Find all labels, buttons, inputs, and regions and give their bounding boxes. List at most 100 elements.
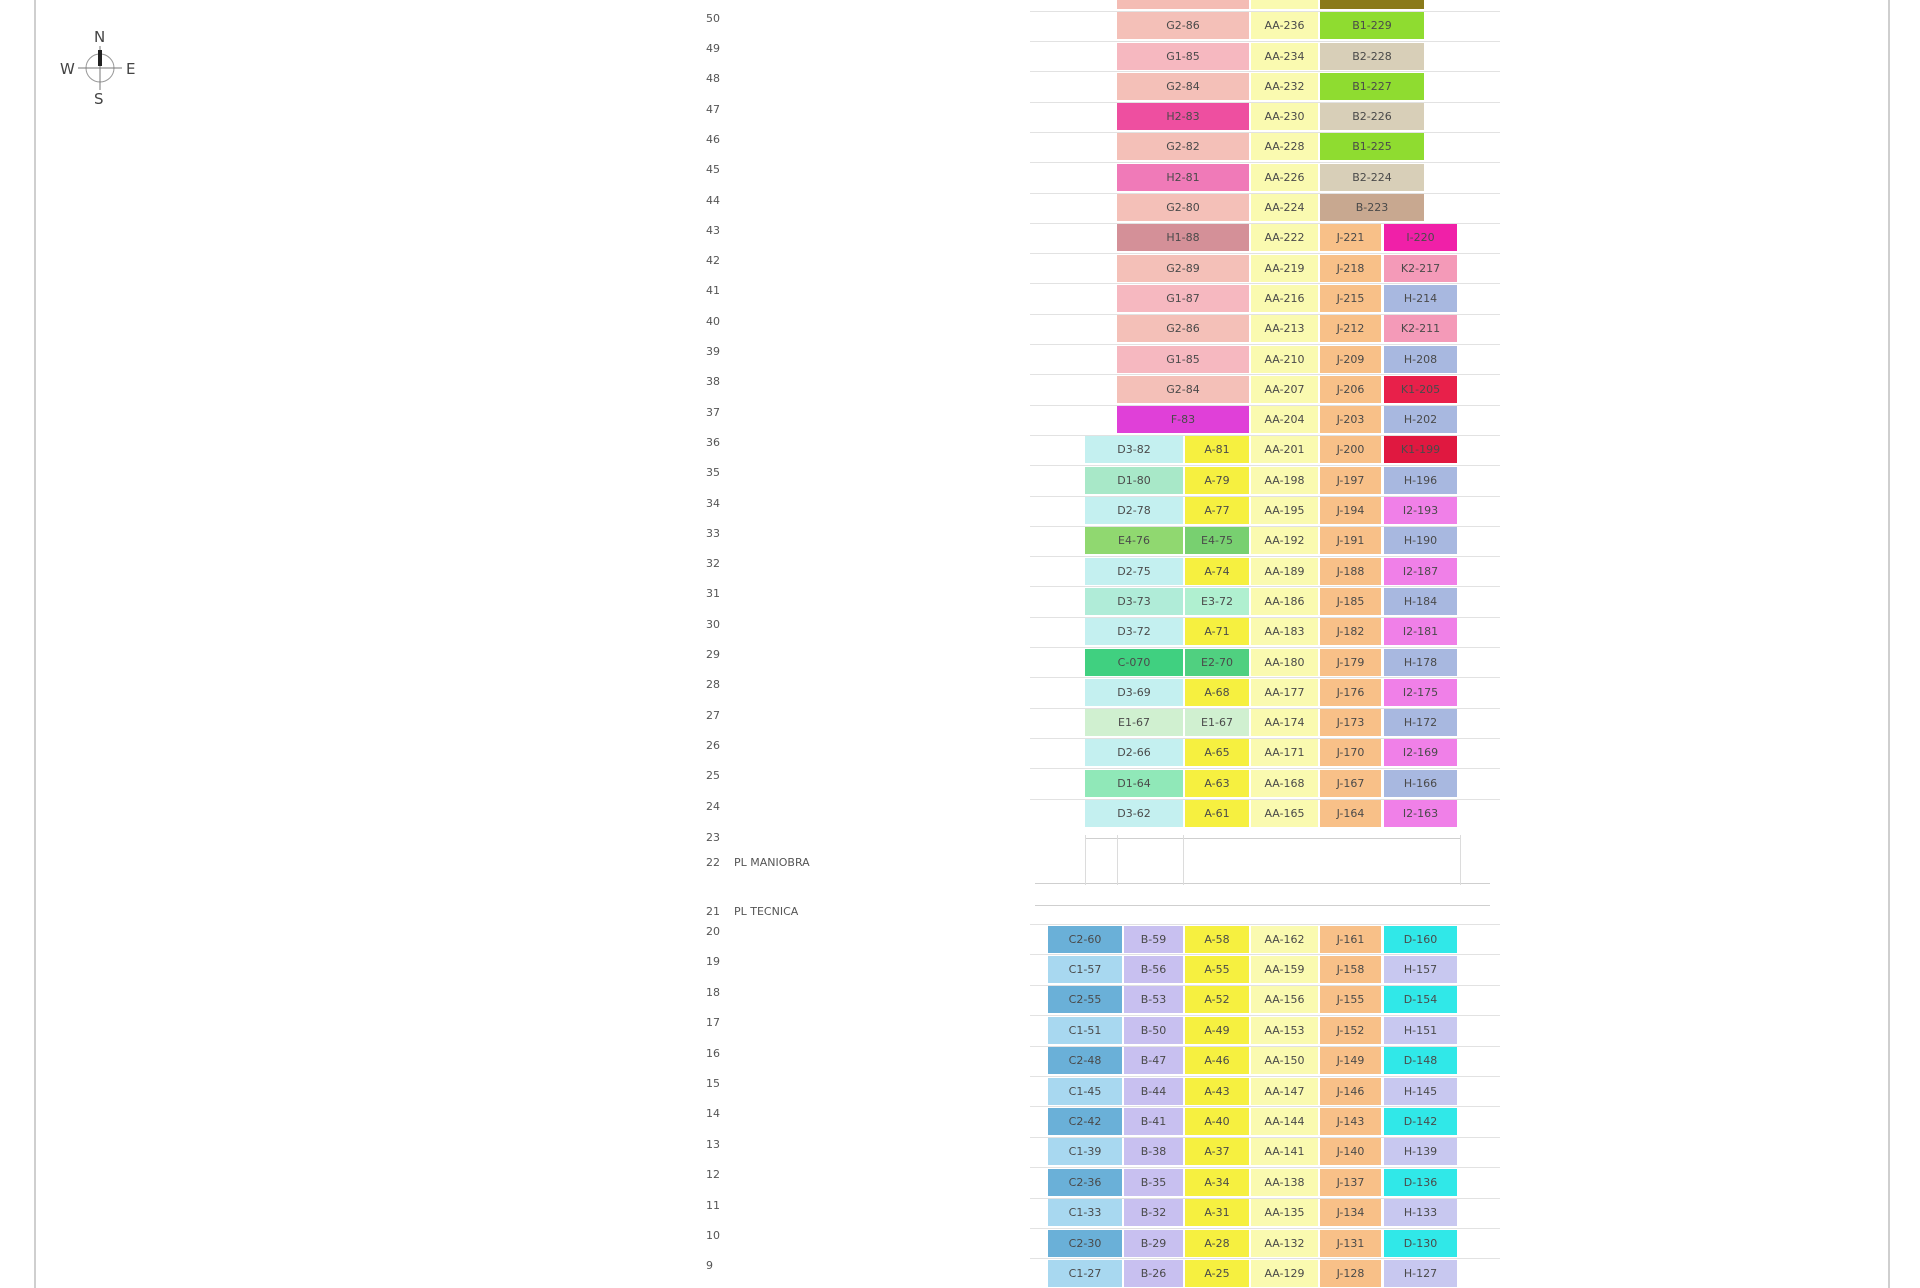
unit-cell[interactable]: AA-165 [1251, 800, 1318, 827]
unit-cell[interactable]: AA-186 [1251, 587, 1318, 615]
unit-cell[interactable]: J-140 [1320, 1138, 1381, 1166]
unit-cell[interactable]: AA-147 [1251, 1077, 1318, 1105]
unit-cell[interactable]: J-197 [1320, 466, 1381, 494]
unit-cell[interactable]: AA-135 [1251, 1199, 1318, 1227]
unit-cell[interactable]: E4-75 [1185, 527, 1249, 555]
unit-cell[interactable]: E1-67 [1085, 709, 1183, 737]
unit-cell[interactable]: A-81 [1185, 436, 1249, 464]
unit-cell[interactable]: AA-238 [1251, 0, 1318, 9]
unit-cell[interactable]: AA-141 [1251, 1138, 1318, 1166]
unit-cell[interactable]: I2-175 [1384, 678, 1457, 706]
unit-cell[interactable]: D3-62 [1085, 800, 1183, 827]
unit-cell[interactable]: AA-213 [1251, 315, 1318, 343]
unit-cell[interactable]: AA-171 [1251, 739, 1318, 767]
unit-cell[interactable]: B-44 [1124, 1077, 1183, 1105]
unit-cell[interactable]: D3-73 [1085, 587, 1183, 615]
unit-cell[interactable]: AA-129 [1251, 1259, 1318, 1287]
unit-cell[interactable]: D1-64 [1085, 769, 1183, 797]
unit-cell[interactable]: A-25 [1185, 1259, 1249, 1287]
unit-cell[interactable]: J-173 [1320, 709, 1381, 737]
unit-cell[interactable]: J-182 [1320, 618, 1381, 646]
unit-cell[interactable]: A-46 [1185, 1047, 1249, 1075]
unit-cell[interactable]: J-164 [1320, 800, 1381, 827]
unit-cell[interactable]: H-178 [1384, 648, 1457, 676]
unit-cell[interactable]: A-68 [1185, 678, 1249, 706]
unit-cell[interactable]: K2-211 [1384, 315, 1457, 343]
unit-cell[interactable]: J-194 [1320, 497, 1381, 524]
unit-cell[interactable]: D-154 [1384, 986, 1457, 1014]
unit-cell[interactable]: A-28 [1185, 1229, 1249, 1257]
unit-cell[interactable]: D3-82 [1085, 436, 1183, 464]
unit-cell[interactable]: G2-82 [1117, 133, 1249, 161]
unit-cell[interactable]: I2-193 [1384, 497, 1457, 524]
unit-cell[interactable]: A-61 [1185, 800, 1249, 827]
unit-cell[interactable]: B2-224 [1320, 163, 1424, 191]
unit-cell[interactable]: A-55 [1185, 955, 1249, 983]
unit-cell[interactable]: AA-153 [1251, 1016, 1318, 1044]
unit-cell[interactable]: I2-181 [1384, 618, 1457, 646]
unit-cell[interactable]: H-127 [1384, 1259, 1457, 1287]
unit-cell[interactable]: C1-45 [1048, 1077, 1122, 1105]
unit-cell[interactable]: H-151 [1384, 1016, 1457, 1044]
unit-cell[interactable]: D2-78 [1085, 497, 1183, 524]
unit-cell[interactable]: AA-228 [1251, 133, 1318, 161]
unit-cell[interactable]: B1-227 [1320, 72, 1424, 100]
unit-cell[interactable]: G2-86 [1117, 12, 1249, 40]
unit-cell[interactable]: B-230 [1320, 0, 1424, 9]
unit-cell[interactable]: C2-36 [1048, 1168, 1122, 1196]
unit-cell[interactable]: A-63 [1185, 769, 1249, 797]
unit-cell[interactable]: H-196 [1384, 466, 1457, 494]
unit-cell[interactable]: I-220 [1384, 224, 1457, 252]
unit-cell[interactable]: H-133 [1384, 1199, 1457, 1227]
unit-cell[interactable]: A-34 [1185, 1168, 1249, 1196]
unit-cell[interactable]: C2-30 [1048, 1229, 1122, 1257]
unit-cell[interactable]: J-203 [1320, 406, 1381, 434]
unit-cell[interactable]: J-221 [1320, 224, 1381, 252]
unit-cell[interactable]: J-149 [1320, 1047, 1381, 1075]
unit-cell[interactable]: B2-226 [1320, 103, 1424, 131]
unit-cell[interactable]: I2-187 [1384, 557, 1457, 585]
unit-cell[interactable]: B-50 [1124, 1016, 1183, 1044]
unit-cell[interactable]: J-131 [1320, 1229, 1381, 1257]
unit-cell[interactable]: C1-33 [1048, 1199, 1122, 1227]
unit-cell[interactable]: H-139 [1384, 1138, 1457, 1166]
unit-cell[interactable]: J-152 [1320, 1016, 1381, 1044]
unit-cell[interactable]: J-158 [1320, 955, 1381, 983]
unit-cell[interactable]: J-212 [1320, 315, 1381, 343]
unit-cell[interactable]: H-172 [1384, 709, 1457, 737]
unit-cell[interactable]: B-47 [1124, 1047, 1183, 1075]
unit-cell[interactable]: A-43 [1185, 1077, 1249, 1105]
unit-cell[interactable]: A-74 [1185, 557, 1249, 585]
unit-cell[interactable]: D-130 [1384, 1229, 1457, 1257]
unit-cell[interactable]: AA-159 [1251, 955, 1318, 983]
unit-cell[interactable]: K1-205 [1384, 375, 1457, 403]
unit-cell[interactable]: AA-138 [1251, 1168, 1318, 1196]
unit-cell[interactable]: AA-198 [1251, 466, 1318, 494]
unit-cell[interactable]: AA-162 [1251, 925, 1318, 953]
unit-cell[interactable]: A-37 [1185, 1138, 1249, 1166]
unit-cell[interactable]: AA-207 [1251, 375, 1318, 403]
unit-cell[interactable]: A-40 [1185, 1107, 1249, 1135]
unit-cell[interactable]: A-71 [1185, 618, 1249, 646]
unit-cell[interactable]: AA-192 [1251, 527, 1318, 555]
unit-cell[interactable]: B-53 [1124, 986, 1183, 1014]
unit-cell[interactable]: J-128 [1320, 1259, 1381, 1287]
unit-cell[interactable]: B-35 [1124, 1168, 1183, 1196]
unit-cell[interactable]: D3-69 [1085, 678, 1183, 706]
unit-cell[interactable]: D1-80 [1085, 466, 1183, 494]
unit-cell[interactable]: H-214 [1384, 284, 1457, 312]
unit-cell[interactable]: AA-234 [1251, 42, 1318, 70]
unit-cell[interactable]: E2-70 [1185, 648, 1249, 676]
unit-cell[interactable]: K1-199 [1384, 436, 1457, 464]
unit-cell[interactable]: AA-201 [1251, 436, 1318, 464]
unit-cell[interactable]: AA-210 [1251, 345, 1318, 373]
unit-cell[interactable]: D-148 [1384, 1047, 1457, 1075]
unit-cell[interactable]: H-157 [1384, 955, 1457, 983]
unit-cell[interactable]: AA-195 [1251, 497, 1318, 524]
unit-cell[interactable]: B-29 [1124, 1229, 1183, 1257]
unit-cell[interactable]: A-49 [1185, 1016, 1249, 1044]
unit-cell[interactable]: H2-83 [1117, 103, 1249, 131]
unit-cell[interactable]: J-185 [1320, 587, 1381, 615]
unit-cell[interactable]: A-52 [1185, 986, 1249, 1014]
unit-cell[interactable]: H-190 [1384, 527, 1457, 555]
